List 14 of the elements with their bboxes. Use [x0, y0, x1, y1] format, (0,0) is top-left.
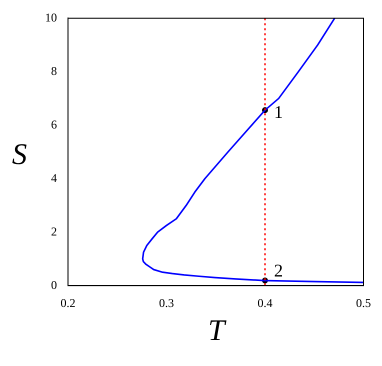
x-tick-label: 0.4 [258, 296, 272, 310]
x-axis-title: T [208, 314, 225, 348]
y-tick-label: 0 [51, 278, 57, 292]
annotation: 2 [274, 260, 283, 280]
x-tick-label: 0.3 [159, 296, 174, 310]
y-tick-label: 10 [45, 10, 57, 24]
y-tick-label: 2 [51, 224, 57, 238]
annotation: 1 [274, 102, 283, 122]
y-tick-label: 8 [51, 64, 57, 78]
y-tick-label: 6 [51, 117, 57, 132]
y-axis-title: S [12, 138, 27, 172]
x-tick-label: 0.5 [356, 296, 371, 310]
y-tick-label: 4 [51, 170, 57, 185]
x-tick-label: 0.2 [60, 296, 76, 310]
